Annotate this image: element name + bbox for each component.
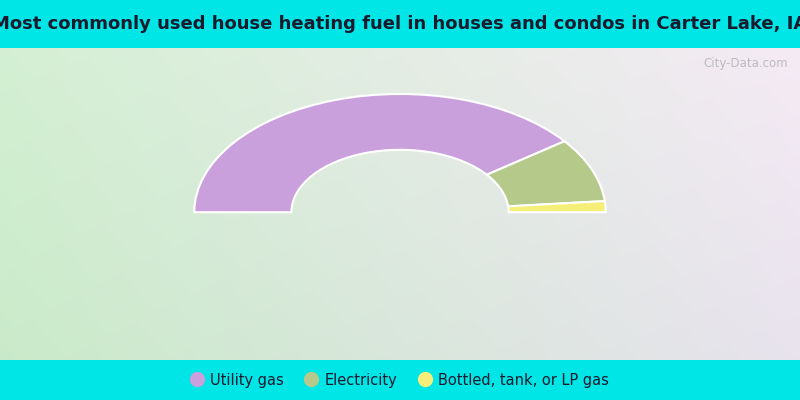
Wedge shape	[194, 94, 565, 212]
Text: City-Data.com: City-Data.com	[703, 57, 788, 70]
Wedge shape	[487, 141, 605, 206]
Text: Most commonly used house heating fuel in houses and condos in Carter Lake, IA: Most commonly used house heating fuel in…	[0, 15, 800, 33]
Wedge shape	[508, 201, 606, 212]
Legend: Utility gas, Electricity, Bottled, tank, or LP gas: Utility gas, Electricity, Bottled, tank,…	[185, 367, 615, 393]
